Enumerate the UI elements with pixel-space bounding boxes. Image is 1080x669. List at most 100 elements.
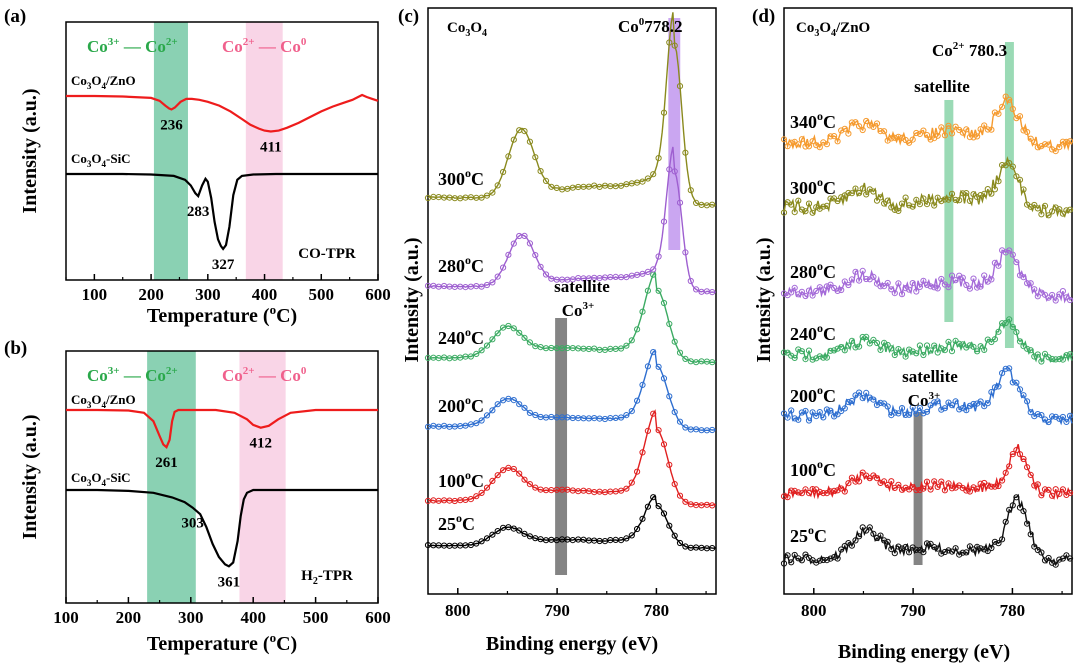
pc-series-4-point — [483, 342, 491, 349]
pc-series-2-point — [650, 410, 657, 417]
pd-series-5-label: 280oC — [790, 259, 836, 282]
pd-series-7-point — [945, 122, 952, 129]
pd-series-1-point — [1020, 508, 1027, 515]
pd-series-2-point — [834, 487, 841, 494]
pd-series-4-label: 240oC — [790, 321, 836, 344]
pd-series-4-point — [1034, 351, 1041, 358]
pd-series-5-point — [870, 273, 877, 280]
pd-series-5-point — [945, 284, 952, 291]
pd-series-2-point — [805, 490, 813, 497]
pd-series-4-point — [834, 345, 841, 352]
pd-series-3-point — [923, 408, 931, 415]
pd-series-1-point — [895, 543, 902, 550]
pd-series-5-point — [988, 276, 995, 283]
pd-series-3-point — [934, 398, 941, 405]
pd-series-6-point — [1038, 211, 1045, 218]
pc-series-1-point — [671, 532, 678, 539]
pd-series-6-point — [898, 200, 906, 207]
pc-series-4-point — [644, 287, 652, 294]
pd-series-2-point — [1038, 492, 1045, 499]
pd-series-5-point — [841, 278, 848, 285]
pc-series-3-point — [644, 363, 652, 370]
pd-series-2-point — [920, 485, 927, 492]
pd-series-3-point — [823, 406, 831, 413]
pc-series-1-point — [489, 531, 496, 538]
pd-series-7-point — [1056, 144, 1063, 151]
pd-series-4-point — [999, 320, 1006, 327]
pc-series-1 — [424, 494, 716, 552]
pd-series-3-point — [963, 407, 970, 414]
pc-series-1-point — [516, 527, 523, 534]
pd-series-1-point — [984, 547, 991, 555]
pd-series-6-point — [963, 190, 970, 197]
pd-series-7-point — [999, 103, 1006, 110]
pd-series-1-point — [856, 533, 863, 540]
pd-series-6-point — [927, 197, 934, 204]
pd-series-5-point — [1013, 259, 1020, 266]
pd-series-5-point — [891, 290, 898, 297]
pd-series-7-point — [827, 133, 834, 140]
pd-series-1-point — [798, 557, 806, 564]
pc-series-2-point — [666, 461, 673, 468]
pd-series-4-point — [827, 347, 834, 354]
pd-series-4-point — [838, 344, 845, 351]
pd-series-2-point — [995, 482, 1002, 490]
pd-series-5-point — [884, 279, 891, 287]
pd-series-6-point — [1063, 207, 1070, 214]
pd-series-1-point — [938, 550, 945, 557]
pd-series-5-point — [902, 285, 909, 292]
pc-series-1-point — [467, 541, 474, 549]
pd-series-6-point — [813, 204, 820, 211]
pd-series-1-point — [981, 546, 988, 553]
pd-series-5-point — [788, 289, 795, 296]
panel-b-series-1-label: Co3O4/ZnO — [71, 392, 136, 410]
pd-series-4-point — [916, 342, 924, 349]
pd-series-1-point — [884, 538, 891, 545]
pd-series-2-point — [1024, 464, 1031, 471]
pc-series-5-point — [644, 268, 652, 275]
pd-series-2-point — [827, 488, 834, 495]
pc-series-2-point — [510, 465, 517, 473]
pa-region-2 — [245, 22, 283, 280]
pd-series-2-point — [916, 486, 924, 494]
pc-series-3-point — [634, 397, 641, 404]
pd-series-5-point — [895, 280, 902, 287]
pd-series-2-point — [999, 477, 1006, 484]
pd-series-1-point — [1052, 561, 1059, 568]
pd-series-5-point — [881, 283, 888, 290]
pd-series-7-point — [913, 129, 920, 137]
pd-series-6-point — [870, 188, 877, 195]
pc-series-6-point — [537, 168, 544, 175]
pc-series-4-point — [526, 339, 534, 346]
pd-series-5-point — [1024, 280, 1031, 287]
pa-xtick-label: 600 — [365, 285, 391, 304]
pd-series-2-point — [1006, 463, 1013, 470]
pc-series-5-point — [639, 270, 646, 277]
pd-series-3-point — [1038, 412, 1045, 419]
pd-series-6-point — [902, 194, 909, 201]
pc-series-2 — [424, 409, 716, 509]
pd-series-7-point — [795, 141, 802, 148]
pd-series-7-point — [906, 139, 913, 146]
pd-series-2-point — [984, 482, 991, 489]
pd-series-5-point — [802, 292, 809, 300]
pd-series-5-point — [952, 277, 959, 284]
pc-series-5-point — [537, 263, 544, 270]
pd-series-4-point — [852, 344, 859, 351]
pd-series-4-point — [995, 328, 1002, 335]
pd-series-4-point — [920, 351, 927, 359]
pc-series-1-point — [478, 538, 485, 545]
pa-series-2-line — [66, 172, 378, 251]
pd-series-6-point — [934, 194, 941, 201]
pd-series-1-point — [1006, 506, 1013, 513]
pd-series-2-point — [1016, 451, 1024, 458]
pd-series-1-point — [863, 527, 870, 534]
pd-series-7-point — [1038, 143, 1045, 150]
pd-band-2 — [1004, 42, 1014, 348]
pd-series-2-point — [784, 494, 791, 501]
pd-series-7-point — [1009, 105, 1016, 113]
panel-a-region-1-label: Co3+ — Co2+ — [87, 36, 178, 56]
pc-xtick-label: 800 — [445, 601, 471, 620]
pd-series-6-point — [895, 207, 902, 214]
